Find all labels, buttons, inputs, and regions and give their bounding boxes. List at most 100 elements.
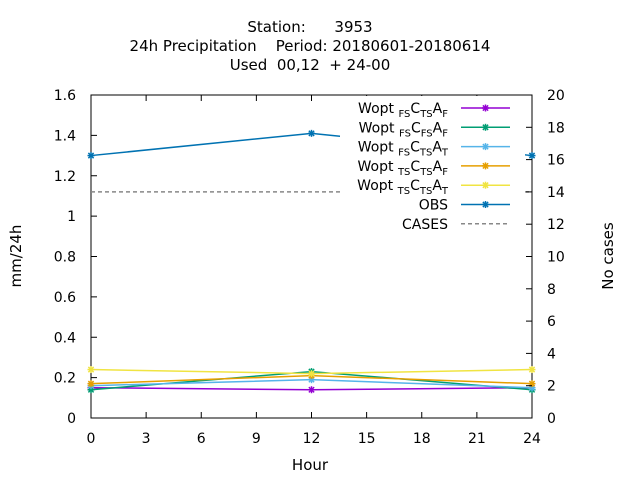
data-point [482,201,489,208]
y2-tick-label: 20 [547,88,565,104]
x-axis-label: Hour [292,456,329,474]
legend-label: Wopt TSCTSAF [358,159,449,178]
legend-entry: OBS [419,198,510,214]
marker-stroke [87,152,95,159]
legend-label: Wopt FSCTSAF [358,101,448,120]
data-point [87,366,95,374]
legend-entry: Wopt FSCTSAT [358,140,510,159]
legend-label-part: C [410,101,420,117]
marker-stroke [87,366,95,373]
chart-title-line: 24h Precipitation Period: 20180601-20180… [130,37,491,55]
y2-tick-label: 0 [547,411,556,427]
legend-entry: CASES [402,217,510,233]
legend-label-part: A [432,140,442,156]
legend-label-part: TS [419,148,432,159]
y2-tick-label: 16 [547,153,565,169]
chart-title-line: Station: 3953 [247,18,372,36]
marker-stroke [308,130,315,137]
legend-entry: Wopt TSCTSAT [357,178,510,197]
y-tick-label: 1.6 [54,88,76,104]
y2-tick-label: 18 [547,120,565,136]
x-tick-label: 6 [197,431,206,447]
y-tick-label: 0.4 [54,330,76,346]
marker-stroke [308,386,315,393]
data-point [308,370,315,378]
data-point [87,152,95,160]
marker-stroke [87,380,95,387]
marker-stroke [528,152,536,159]
legend-label-part: T [441,186,449,197]
x-tick-label: 18 [413,431,431,447]
series-4 [87,366,536,378]
marker-stroke [482,201,489,208]
legend-label: OBS [419,198,448,214]
y-tick-label: 1.2 [54,169,76,185]
legend-label-part: A [432,178,442,194]
legend-label-part: Wopt [357,178,397,194]
legend-label-part: F [442,167,448,178]
marker-stroke [528,366,536,373]
legend-label-part: CASES [402,217,448,233]
marker-stroke [482,104,489,112]
legend-label-part: F [442,128,448,139]
y-tick-label: 0.6 [54,290,76,306]
data-point [482,143,489,151]
chart-title-line: Used 00,12 + 24-00 [230,56,390,74]
data-point [87,380,95,388]
y-axis-label: mm/24h [7,225,25,288]
legend-label: Wopt FSCFSAF [359,120,449,139]
y2-tick-label: 12 [547,217,565,233]
legend-label: Wopt TSCTSAT [357,178,449,197]
y-tick-label: 1 [67,209,76,225]
legend-label-part: F [442,109,448,120]
data-point [308,386,315,394]
x-tick-label: 24 [523,431,541,447]
legend-label-part: FS [398,109,410,120]
data-point [528,152,536,160]
legend-label-part: TS [419,186,432,197]
legend-label-part: FS [398,148,410,159]
x-tick-label: 21 [468,431,486,447]
x-tick-label: 15 [358,431,376,447]
data-point [482,123,489,131]
legend-entry: Wopt FSCTSAF [358,101,510,120]
legend-entry: Wopt TSCTSAF [358,159,510,178]
data-point [482,181,489,189]
y2-tick-label: 6 [547,314,556,330]
legend-label-part: FS [421,128,433,139]
legend-label-part: Wopt [358,159,398,175]
legend-label-part: T [441,148,449,159]
x-tick-label: 9 [252,431,261,447]
data-point [482,162,489,170]
axes: 0 3 6 9 12 15 18 21 2400.20.40.60.811.21.41.6024… [54,88,565,447]
data-point [528,366,536,374]
legend-label-part: A [433,101,443,117]
legend-label-part: TS [397,167,410,178]
legend-label: CASES [402,217,448,233]
y2-tick-label: 4 [547,346,556,362]
y-tick-label: 0.8 [54,250,76,266]
legend-label-part: C [411,120,421,136]
data-point [482,104,489,112]
legend-entry: Wopt FSCFSAF [359,120,510,139]
marker-stroke [482,143,489,150]
marker-stroke [482,124,489,131]
y2-axis-label: No cases [599,222,617,290]
y2-tick-label: 10 [547,250,565,266]
marker-stroke [482,182,489,189]
legend-label-part: FS [399,128,411,139]
y-tick-label: 0 [67,411,76,427]
marker-stroke [482,162,489,170]
legend-label-part: Wopt [358,140,398,156]
x-tick-label: 3 [142,431,151,447]
x-tick-label: 12 [303,431,321,447]
legend-label: Wopt FSCTSAT [358,140,449,159]
legend-label-part: Wopt [359,120,399,136]
y2-tick-label: 8 [547,282,556,298]
y-tick-label: 1.4 [54,128,76,144]
legend-label-part: OBS [419,198,448,214]
y2-tick-label: 2 [547,379,556,395]
x-tick-label: 0 [87,431,96,447]
